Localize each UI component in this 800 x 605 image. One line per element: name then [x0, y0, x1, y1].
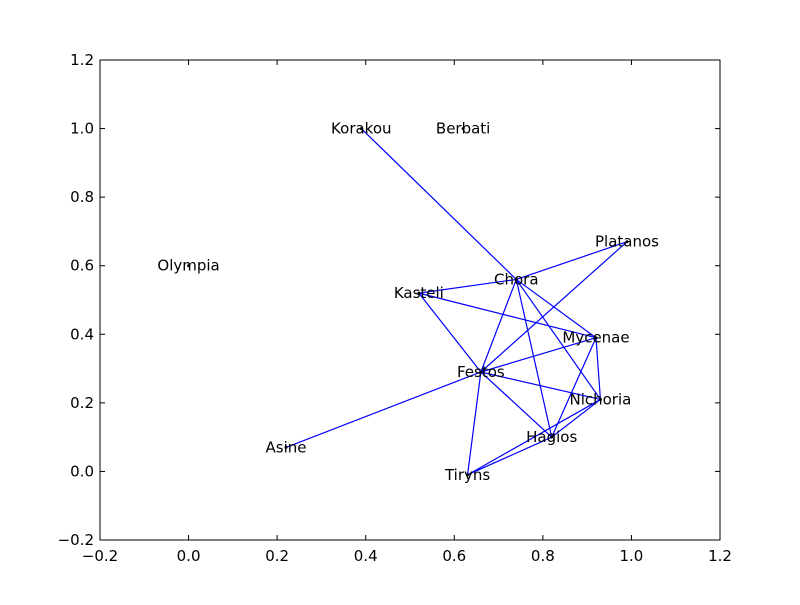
x-tick-label: 1.0	[619, 547, 643, 565]
edge-kasteli-festos	[418, 292, 482, 373]
node-label-kasteli: Kasteli	[394, 284, 444, 302]
edge-chora-platanos	[516, 241, 628, 280]
y-axis-ticks: −0.2 0.0 0.2 0.4 0.6 0.8 1.0 1.2	[58, 51, 720, 549]
node-label-mycenae: Mycenae	[562, 329, 629, 347]
y-tick-label: 0.2	[70, 394, 94, 412]
edges-layer	[285, 128, 628, 476]
x-tick-label: 0.8	[531, 547, 555, 565]
edge-mycenae-festos	[480, 337, 597, 373]
node-label-korakou: Korakou	[331, 120, 391, 138]
node-label-berbati: Berbati	[436, 120, 490, 138]
x-tick-label: 1.2	[708, 547, 732, 565]
x-tick-label: 0.0	[177, 547, 201, 565]
node-point-berbati	[461, 127, 465, 131]
y-tick-label: −0.2	[58, 531, 94, 549]
node-label-asine: Asine	[266, 438, 307, 456]
node-point-hagios	[550, 435, 554, 439]
nodes-layer	[187, 127, 629, 477]
node-point-korakou	[359, 127, 363, 131]
node-point-asine	[284, 445, 288, 449]
edge-festos-asine	[285, 371, 482, 448]
y-tick-label: 0.8	[70, 188, 94, 206]
edge-chora-nichoria	[515, 279, 601, 400]
y-tick-label: 0.0	[70, 462, 94, 480]
x-tick-label: 0.2	[265, 547, 289, 565]
node-point-olympia	[187, 264, 191, 268]
edge-chora-mycenae	[515, 278, 597, 339]
node-point-kasteli	[417, 291, 421, 295]
x-tick-label: −0.2	[82, 547, 118, 565]
node-point-festos	[479, 370, 483, 374]
edge-mycenae-nichoria	[595, 337, 602, 400]
edge-nichoria-tiryns	[467, 398, 601, 476]
node-label-chora: Chora	[494, 270, 539, 288]
edge-platanos-festos	[480, 241, 628, 373]
y-tick-label: 1.0	[70, 120, 94, 138]
node-point-platanos	[625, 240, 629, 244]
y-tick-label: 0.4	[70, 325, 94, 343]
node-point-mycenae	[594, 336, 598, 340]
edge-nichoria-hagios	[551, 398, 601, 438]
node-label-nichoria: Nichoria	[569, 390, 631, 408]
x-tick-label: 0.4	[354, 547, 378, 565]
node-point-nichoria	[598, 397, 602, 401]
y-tick-label: 1.2	[70, 51, 94, 69]
edge-chora-hagios	[515, 279, 553, 438]
x-axis-ticks: −0.2 0.0 0.2 0.4 0.6 0.8 1.0 1.2	[82, 60, 732, 565]
edge-festos-hagios	[480, 371, 553, 438]
edge-mycenae-hagios	[551, 337, 597, 438]
edge-festos-nichoria	[480, 371, 601, 401]
node-label-platanos: Platanos	[595, 233, 659, 251]
node-point-tiryns	[466, 473, 470, 477]
edge-kasteli-mycenae	[418, 292, 597, 339]
edge-hagios-tiryns	[467, 436, 552, 476]
node-label-tiryns: Tiryns	[444, 466, 490, 484]
edge-korakou-chora	[360, 128, 517, 280]
x-tick-label: 0.6	[442, 547, 466, 565]
edge-chora-kasteli	[418, 278, 517, 294]
plot-area-frame	[99, 59, 721, 541]
node-label-hagios: Hagios	[526, 428, 577, 446]
y-tick-label: 0.6	[70, 257, 94, 275]
node-label-olympia: Olympia	[157, 257, 219, 275]
node-point-chora	[514, 277, 518, 281]
edge-chora-festos	[480, 279, 517, 373]
edge-festos-tiryns	[466, 371, 482, 475]
node-label-festos: Festos	[457, 363, 505, 381]
labels-layer: Korakou Berbati Olympia Platanos Chora Kastel…	[157, 120, 659, 484]
